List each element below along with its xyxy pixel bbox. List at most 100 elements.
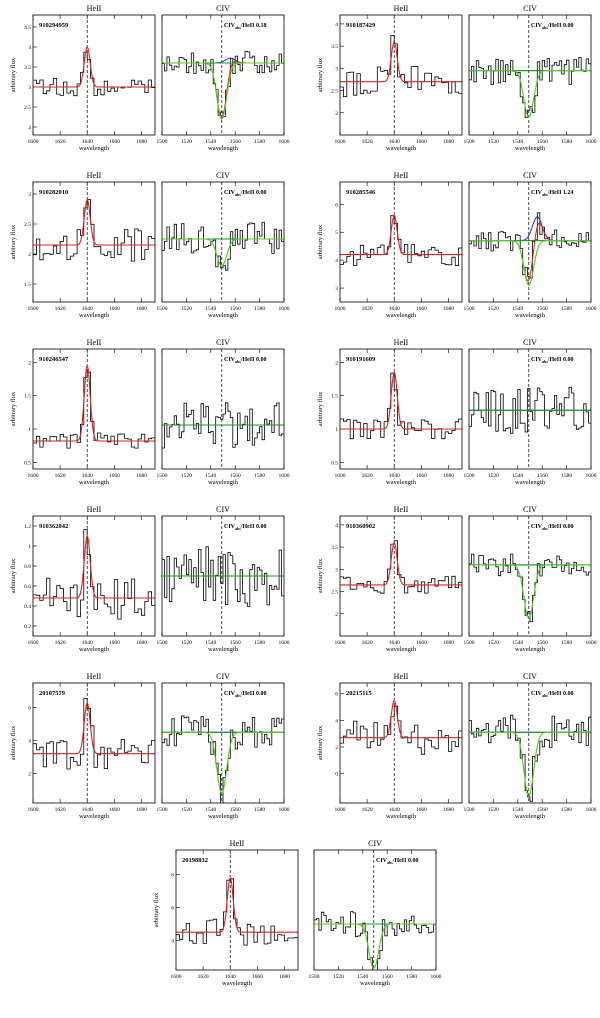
- panel-title: CIV: [523, 338, 537, 347]
- panel-title: HeII: [394, 4, 409, 13]
- object-id: 20198832: [182, 857, 208, 864]
- x-tick-label: 1600: [28, 139, 39, 145]
- plot-area: [162, 546, 284, 607]
- y-tick-label: 2: [335, 612, 338, 618]
- civ-ratio-label: CIVabs/HeII 0.00: [376, 858, 418, 865]
- panel-frame: [161, 181, 285, 303]
- x-tick-label: 1540: [512, 306, 523, 312]
- y-tick-label: 1.2: [24, 524, 31, 530]
- panel-title: CIV: [216, 171, 230, 180]
- y-tick-label: 1: [28, 544, 31, 550]
- heii-panel-910191609: HeII 1600 1620 1640 1660 1680 wavelength 0.5 1 1.…: [317, 338, 463, 486]
- x-axis-label: wavelength: [386, 312, 417, 319]
- x-tick-label: 1680: [443, 807, 454, 813]
- y-tick-label: 3.5: [331, 44, 338, 50]
- panel-frame: [32, 14, 156, 136]
- panel-title: HeII: [87, 4, 102, 13]
- x-tick-label: 1620: [198, 974, 209, 980]
- x-tick-label: 1600: [335, 640, 346, 646]
- y-tick-label: 3: [28, 192, 31, 198]
- x-tick-label: 1500: [464, 139, 475, 145]
- y-tick-label: 6: [335, 202, 338, 208]
- x-axis-label: wavelength: [515, 646, 546, 653]
- y-tick-label: 0.6: [24, 584, 31, 590]
- plot-area: [162, 402, 284, 449]
- x-tick-label: 1540: [512, 640, 523, 646]
- heii-gaussian-fit: [340, 40, 462, 83]
- y-tick-label: 1.5: [24, 282, 31, 288]
- panel-title: CIV: [216, 4, 230, 13]
- civ-absorption-fit: [162, 62, 284, 120]
- x-tick-label: 1560: [230, 473, 241, 479]
- civ-ratio-label: CIVabs/HeII 0.00: [531, 357, 573, 364]
- x-tick-label: 1660: [416, 306, 427, 312]
- y-tick-label: 1.5: [24, 394, 31, 400]
- spectrum-histogram: [33, 371, 155, 449]
- civ-ratio-label: CIVabs/HeII 0.00: [224, 524, 266, 531]
- panel-title: CIV: [216, 338, 230, 347]
- civ-absorption-fit: [469, 564, 591, 619]
- y-tick-label: 0: [335, 772, 338, 778]
- y-tick-label: 3: [335, 66, 338, 72]
- x-tick-label: 1640: [389, 473, 400, 479]
- y-tick-label: 2.5: [24, 222, 31, 228]
- spectrum-histogram: [469, 212, 591, 279]
- panel-title: HeII: [394, 171, 409, 180]
- civ-absorption-fit: [162, 238, 284, 267]
- x-tick-label: 1540: [205, 139, 216, 145]
- panel-title: CIV: [368, 839, 382, 848]
- x-tick-label: 1660: [252, 974, 263, 980]
- heii-panel-910360902: HeII 1600 1620 1640 1660 1680 wavelength 2 2.5 3 3…: [317, 505, 463, 653]
- y-tick-label: 0.5: [24, 460, 31, 466]
- civ-absorption-fit: [314, 923, 436, 970]
- spectrum-histogram: [314, 911, 436, 970]
- y-tick-label: 5: [335, 230, 338, 236]
- x-tick-label: 1600: [279, 306, 290, 312]
- panel-frame: [339, 682, 463, 804]
- x-tick-label: 1500: [464, 306, 475, 312]
- plot-area: [176, 876, 298, 946]
- panel-frame: [161, 14, 285, 136]
- plot-area: [33, 198, 155, 262]
- x-tick-label: 1660: [416, 640, 427, 646]
- x-tick-label: 1680: [443, 640, 454, 646]
- plot-area: [340, 35, 462, 98]
- y-axis-label: arbitrary flux: [317, 224, 324, 259]
- x-tick-label: 1620: [362, 640, 373, 646]
- civ-panel-910360902: CIV 1500 1520 1540 1560 1580 1600 wavelength CIV…: [464, 505, 597, 653]
- civ-ratio-label: CIVabs/HeII 0.00: [224, 190, 266, 197]
- x-tick-label: 1560: [230, 139, 241, 145]
- y-tick-label: 2: [335, 745, 338, 751]
- spectrum-histogram: [162, 221, 284, 271]
- civ-emission-component: [469, 216, 591, 242]
- civ-panel-910285546: CIV 1500 1520 1540 1560 1580 1600 wavelength CIV…: [464, 171, 597, 319]
- civ-ratio-label: CIVabs/HeII 0.18: [224, 23, 266, 30]
- x-tick-label: 1560: [537, 473, 548, 479]
- plot-area: [469, 553, 591, 623]
- y-tick-label: 3.5: [331, 545, 338, 551]
- object-id: 910191609: [346, 356, 376, 363]
- panel-frame: [313, 849, 437, 971]
- x-tick-label: 1500: [157, 139, 168, 145]
- x-tick-label: 1660: [109, 473, 120, 479]
- x-tick-label: 1640: [82, 807, 93, 813]
- panel-frame: [32, 682, 156, 804]
- x-tick-label: 1520: [181, 807, 192, 813]
- x-tick-label: 1660: [109, 139, 120, 145]
- x-tick-label: 1660: [416, 139, 427, 145]
- x-tick-label: 1600: [28, 473, 39, 479]
- object-id: 910360902: [346, 523, 375, 530]
- spectrum-histogram: [469, 714, 591, 802]
- y-tick-label: 2.5: [331, 590, 338, 596]
- x-axis-label: wavelength: [515, 479, 546, 486]
- y-axis-label: arbitrary flux: [317, 725, 324, 760]
- x-tick-label: 1560: [230, 640, 241, 646]
- panel-title: CIV: [523, 672, 537, 681]
- panel-frame: [175, 849, 299, 971]
- heii-panel-910294959: HeII 1600 1620 1640 1660 1680 wavelength 2 2.5 3 3…: [10, 4, 156, 152]
- x-tick-label: 1500: [157, 640, 168, 646]
- x-tick-label: 1680: [279, 974, 290, 980]
- y-tick-label: 4: [335, 718, 338, 724]
- civ-ratio-label: CIVabs/HeII 0.00: [531, 23, 573, 30]
- y-tick-label: 2: [335, 360, 338, 366]
